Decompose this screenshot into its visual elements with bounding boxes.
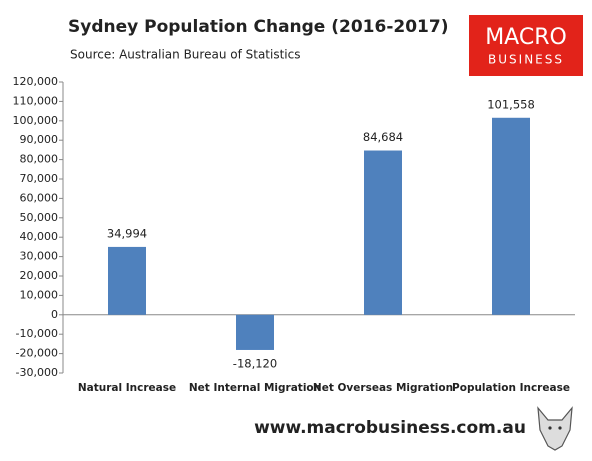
y-tick-label: 0 [51, 308, 58, 321]
wolf-eye [558, 426, 562, 430]
y-tick-label: 90,000 [20, 133, 59, 146]
bar [108, 246, 146, 315]
x-tick-label: Natural Increase [78, 382, 176, 394]
chart-subtitle: Source: Australian Bureau of Statistics [70, 48, 300, 62]
y-tick-label: 30,000 [20, 250, 59, 263]
x-tick-label: Net Overseas Migration [313, 382, 453, 394]
y-tick-label: 10,000 [20, 288, 59, 301]
data-label: -18,120 [233, 356, 277, 370]
y-tick-label: 110,000 [13, 94, 59, 107]
bar [236, 314, 274, 350]
y-tick-label: 100,000 [13, 114, 59, 127]
logo-text: MACRO [485, 25, 567, 50]
y-tick-label: 40,000 [20, 230, 59, 243]
wolf-head [537, 406, 573, 451]
y-tick-label: 20,000 [20, 269, 59, 282]
logo-box [469, 15, 583, 76]
y-tick-label: 60,000 [20, 191, 59, 204]
y-tick-label: 70,000 [20, 172, 59, 185]
x-tick-label: Population Increase [452, 382, 570, 394]
data-label: 101,558 [487, 97, 535, 111]
data-label: 84,684 [363, 130, 403, 144]
data-label: 34,994 [107, 226, 147, 240]
y-tick-label: -10,000 [16, 327, 58, 340]
chart-title: Sydney Population Change (2016-2017) [68, 17, 448, 37]
y-tick-label: 120,000 [13, 75, 59, 88]
wolf-eye [548, 426, 552, 430]
wolf-icon [537, 406, 573, 451]
bar [492, 117, 530, 315]
y-tick-label: -20,000 [16, 347, 58, 360]
logo-text: BUSINESS [488, 53, 564, 67]
y-tick-label: 80,000 [20, 153, 59, 166]
logo: MACRO BUSINESS [469, 15, 583, 76]
footer-url: www.macrobusiness.com.au [254, 418, 526, 438]
bar [364, 150, 402, 315]
y-tick-label: -30,000 [16, 366, 58, 379]
y-tick-label: 50,000 [20, 211, 59, 224]
x-tick-label: Net Internal Migration [189, 382, 321, 394]
